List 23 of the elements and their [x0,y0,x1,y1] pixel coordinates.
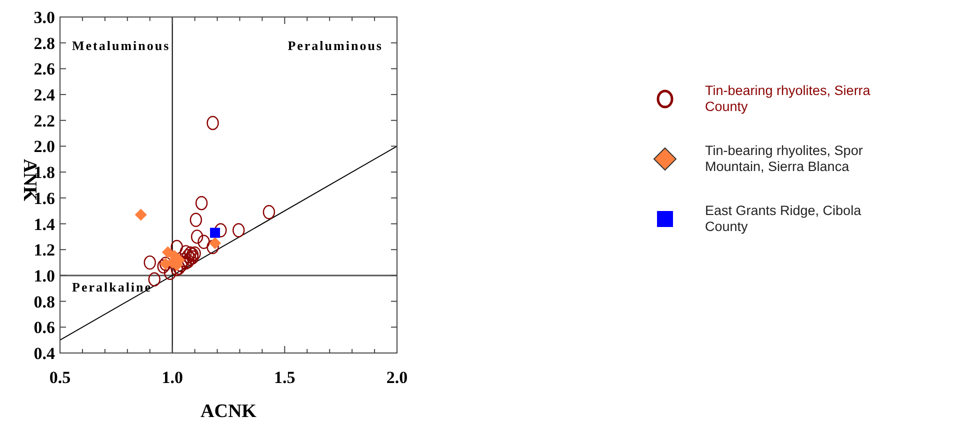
x-tick-label: 0.5 [49,368,71,387]
annotation: Metaluminous [72,38,170,53]
annotation: Peraluminous [288,38,383,53]
text: Tin-bearing rhyolites, Sierra County [705,83,871,114]
y-tick-label: 2.0 [34,137,55,156]
y-tick-label: 0.8 [34,292,55,312]
y-tick-label: 1.0 [34,266,55,286]
y-tick-label: 2.8 [34,34,55,53]
y-tick-label: 0.4 [34,344,56,363]
y-tick-label: 1.2 [34,240,55,260]
legend-label: Tin-bearing rhyolites, Spor Mountain, Sierra Blanca [705,143,864,174]
y-tick-label: 0.6 [34,318,55,338]
x-tick-label: 1.0 [162,368,183,387]
x-tick-label: 1.5 [274,368,296,387]
x-tick-label: 2.0 [386,368,408,387]
y-tick-label: 2.2 [34,111,55,130]
y-tick-label: 2.4 [34,86,56,105]
y-tick-label: 1.4 [34,214,56,234]
x-axis-title: ACNK [200,401,257,422]
y-tick-label: 3.0 [34,8,55,27]
legend-label: East Grants Ridge, Cibola County [705,203,862,234]
annotation: Peralkaline [72,279,152,294]
y-tick-label: 2.6 [34,60,55,79]
